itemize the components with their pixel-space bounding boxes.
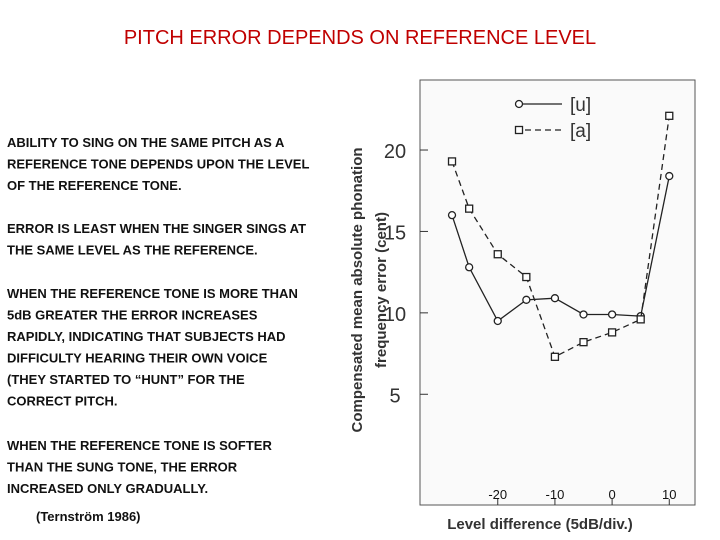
paragraph-line: DIFFICULTY HEARING THEIR OWN VOICE	[7, 351, 268, 366]
legend-marker	[514, 125, 524, 135]
paragraph-line: ABILITY TO SING ON THE SAME PITCH AS A	[7, 135, 285, 150]
paragraph-line: THAN THE SUNG TONE, THE ERROR	[7, 460, 238, 475]
paragraph-line: RAPIDLY, INDICATING THAT SUBJECTS HAD	[7, 329, 286, 344]
point	[522, 295, 531, 304]
point	[465, 204, 474, 213]
point	[607, 310, 617, 319]
slide-title: PITCH ERROR DEPENDS ON REFERENCE LEVEL	[124, 27, 596, 49]
point	[550, 294, 560, 303]
point	[665, 111, 674, 120]
y-axis-label: frequency error (cent)	[373, 212, 390, 368]
x-tick-label: 10	[662, 487, 676, 502]
paragraph-line: (THEY STARTED TO “HUNT” FOR THE	[7, 372, 245, 387]
paragraph-line: OF THE REFERENCE TONE.	[7, 178, 182, 193]
point	[550, 352, 560, 361]
x-tick-label: 0	[608, 487, 615, 502]
point	[465, 263, 474, 272]
paragraph-line: 5dB GREATER THE ERROR INCREASES	[7, 308, 258, 323]
point	[447, 157, 457, 166]
paragraph-line: ERROR IS LEAST WHEN THE SINGER SINGS AT	[7, 221, 306, 236]
legend-label: [a]	[570, 121, 591, 142]
y-axis-label: Compensated mean absolute phonation	[349, 147, 366, 432]
legend-marker	[514, 99, 524, 109]
paragraph-line: INCREASED ONLY GRADUALLY.	[7, 481, 208, 496]
point	[579, 338, 588, 347]
y-tick-label: 15	[384, 222, 406, 244]
x-axis-label: Level difference (5dB/div.)	[447, 516, 633, 533]
point	[607, 328, 617, 337]
plot-frame	[419, 79, 696, 506]
citation: (Ternström 1986)	[36, 509, 141, 524]
x-tick-label: -10	[546, 487, 565, 502]
point	[636, 315, 645, 324]
y-tick-label: 5	[389, 385, 400, 407]
point	[579, 310, 588, 319]
point	[665, 171, 674, 181]
point	[493, 250, 502, 259]
point	[522, 272, 531, 282]
point	[447, 211, 457, 220]
paragraph-line: THE SAME LEVEL AS THE REFERENCE.	[7, 243, 258, 258]
x-tick-label: -20	[488, 487, 507, 502]
paragraph-line: WHEN THE REFERENCE TONE IS SOFTER	[7, 438, 272, 453]
point	[493, 316, 502, 326]
y-tick-label: 20	[384, 141, 406, 163]
paragraph-line: REFERENCE TONE DEPENDS UPON THE LEVEL	[7, 157, 309, 172]
legend-label: [u]	[570, 95, 591, 116]
paragraph-line: CORRECT PITCH.	[7, 394, 118, 409]
paragraph-line: WHEN THE REFERENCE TONE IS MORE THAN	[7, 286, 298, 301]
y-tick-label: 10	[384, 304, 406, 326]
